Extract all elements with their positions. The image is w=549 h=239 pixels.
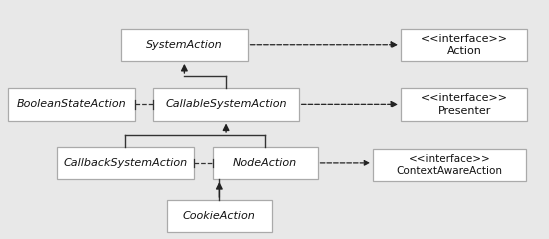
Bar [401,88,528,120]
Text: <<interface>>
Action: <<interface>> Action [421,33,508,56]
Text: NodeAction: NodeAction [233,158,297,168]
Bar [401,28,528,61]
Bar [121,28,248,61]
Bar [373,149,526,181]
Text: CallableSystemAction: CallableSystemAction [165,99,287,109]
Bar [212,147,317,179]
Text: BooleanStateAction: BooleanStateAction [16,99,126,109]
Text: <<interface>>
ContextAwareAction: <<interface>> ContextAwareAction [396,154,503,176]
Bar [167,200,272,232]
Text: <<interface>>
Presenter: <<interface>> Presenter [421,93,508,115]
Bar [57,147,194,179]
Bar [8,88,135,120]
Text: CookieAction: CookieAction [183,211,256,221]
Text: CallbackSystemAction: CallbackSystemAction [63,158,187,168]
Bar [154,88,299,120]
Text: SystemAction: SystemAction [146,40,223,50]
